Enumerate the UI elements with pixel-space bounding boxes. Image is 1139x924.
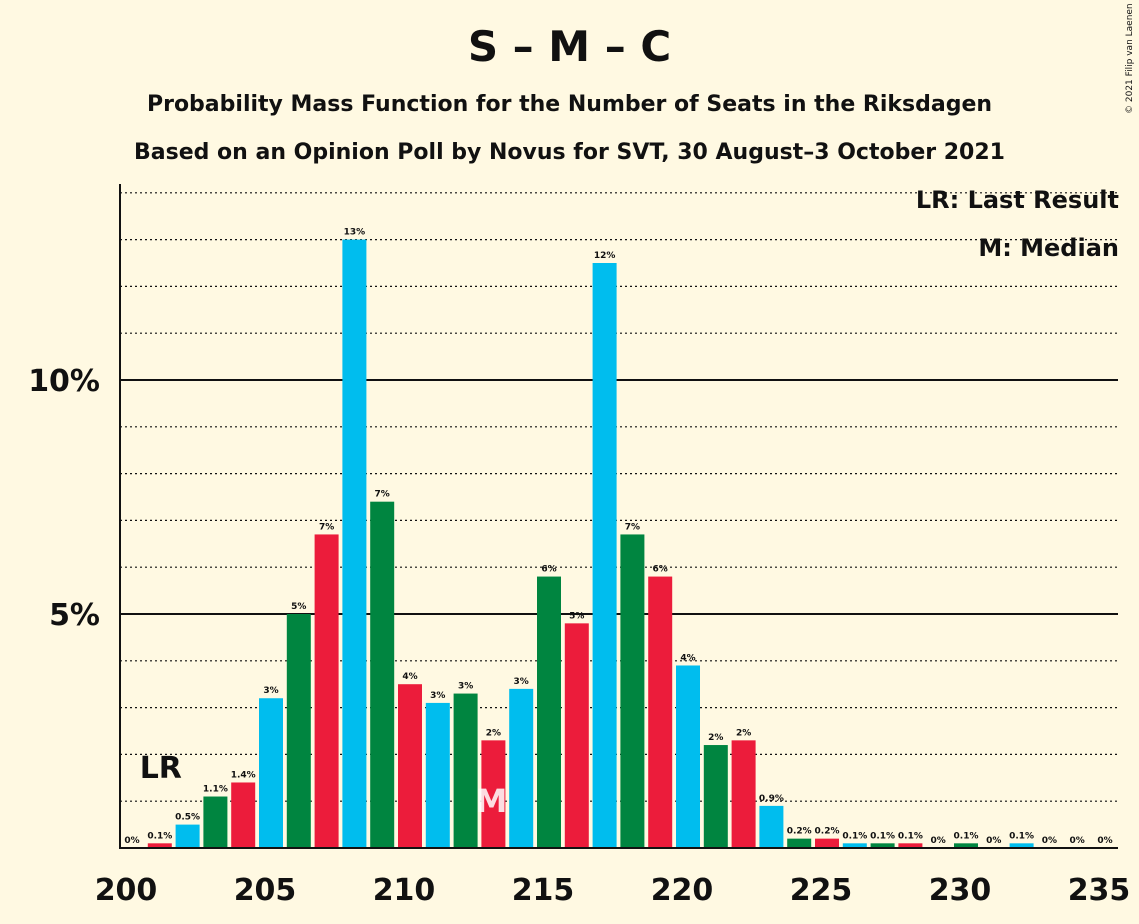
bar-label-seat-209: 7%	[375, 490, 390, 500]
legend-median: M: Median	[978, 234, 1119, 262]
bar-seat-226	[842, 843, 867, 848]
bar-label-seat-227: 0.1%	[870, 831, 895, 841]
bar-label-seat-212: 3%	[458, 682, 473, 692]
x-tick-200: 200	[95, 873, 158, 908]
bar-label-seat-216: 5%	[569, 611, 584, 621]
y-tick-10: 10%	[28, 364, 100, 399]
bar-seat-207	[314, 534, 339, 848]
last-result-marker: LR	[140, 751, 182, 786]
bar-seat-208	[342, 239, 367, 849]
chart-subtitle-2: Based on an Opinion Poll by Novus for SV…	[134, 140, 1005, 165]
bar-seat-213	[481, 740, 506, 848]
bar-label-seat-231: 0%	[986, 836, 1001, 846]
bar-label-seat-232: 0.1%	[1009, 831, 1034, 841]
x-tick-225: 225	[790, 873, 853, 908]
x-tick-210: 210	[373, 873, 436, 908]
grid-lines	[120, 192, 1118, 802]
bar-label-seat-222: 2%	[736, 728, 751, 738]
markers: LR M	[140, 751, 508, 820]
bar-seat-205	[259, 698, 283, 848]
bar-label-seat-235: 0%	[1097, 836, 1112, 846]
x-tick-220: 220	[651, 873, 714, 908]
median-marker: M	[475, 782, 507, 820]
bar-label-seat-220: 4%	[680, 653, 695, 663]
bar-label-seat-207: 7%	[319, 522, 334, 532]
x-tick-230: 230	[929, 873, 992, 908]
bar-label-seat-226: 0.1%	[842, 831, 867, 841]
bar-label-seat-208: 13%	[344, 228, 366, 238]
bar-label-seat-215: 6%	[541, 565, 556, 575]
bar-label-seat-225: 0.2%	[815, 827, 840, 837]
bar-seat-203	[203, 796, 228, 848]
bar-label-seat-234: 0%	[1070, 836, 1085, 846]
bar-seat-217	[592, 263, 617, 848]
bar-label-seat-206: 5%	[291, 602, 306, 612]
bar-seat-206	[286, 614, 311, 848]
bar-seat-222	[731, 740, 756, 848]
bar-label-seat-229: 0%	[931, 836, 946, 846]
bar-seat-210	[398, 684, 422, 848]
x-tick-205: 205	[234, 873, 297, 908]
bar-label-seat-204: 1.4%	[231, 770, 256, 780]
bar-label-seat-211: 3%	[430, 691, 445, 701]
bar-seat-221	[703, 745, 728, 848]
bar-label-seat-228: 0.1%	[898, 831, 923, 841]
bar-label-seat-219: 6%	[653, 565, 668, 575]
bars	[147, 239, 1034, 849]
axes: 200 205 210 215 220 225 230 235 5% 10%	[28, 184, 1130, 908]
bar-seat-227	[870, 843, 895, 848]
x-tick-215: 215	[512, 873, 575, 908]
legend-last-result: LR: Last Result	[915, 186, 1119, 214]
bar-seat-219	[648, 576, 673, 848]
bar-label-seat-205: 3%	[263, 686, 278, 696]
bar-seat-220	[676, 665, 700, 848]
bar-seat-223	[759, 805, 784, 848]
bar-label-seat-210: 4%	[402, 672, 417, 682]
bar-seat-201	[147, 843, 172, 848]
bar-seat-209	[370, 501, 395, 848]
chart-title: S – M – C	[467, 22, 672, 71]
bar-seat-224	[787, 838, 812, 848]
chart-subtitle-1: Probability Mass Function for the Number…	[146, 92, 993, 117]
bar-label-seat-221: 2%	[708, 733, 723, 743]
bar-value-labels: 0% 0.1%0.5%1.1%1.4%3%5%7%13%7%4%3%3%2%3%6…	[124, 228, 1112, 846]
bar-seat-216	[564, 623, 589, 848]
bar-seat-228	[898, 843, 923, 848]
bar-label-seat-233: 0%	[1042, 836, 1057, 846]
bar-seat-218	[620, 534, 645, 848]
bar-label-seat-213: 2%	[486, 728, 501, 738]
bar-seat-211	[425, 702, 450, 848]
bar-seat-202	[175, 824, 200, 848]
bar-label-seat-214: 3%	[514, 677, 529, 687]
bar-label-seat-201: 0.1%	[147, 831, 172, 841]
bar-label-seat-202: 0.5%	[175, 813, 200, 823]
bar-seat-214	[509, 688, 534, 848]
bar-seat-225	[815, 838, 839, 848]
bar-seat-230	[954, 843, 978, 848]
bar-label-seat-230: 0.1%	[954, 831, 979, 841]
bar-label-seat-223: 0.9%	[759, 794, 784, 804]
bar-label-seat-203: 1.1%	[203, 785, 228, 795]
y-tick-5: 5%	[49, 598, 100, 633]
bar-label-seat-200: 0%	[124, 836, 139, 846]
bar-label-seat-218: 7%	[625, 522, 640, 532]
bar-seat-204	[231, 782, 256, 848]
bar-seat-232	[1009, 843, 1034, 848]
bar-label-seat-217: 12%	[594, 251, 616, 261]
bar-label-seat-224: 0.2%	[787, 827, 812, 837]
bar-seat-212	[453, 693, 478, 848]
bar-seat-215	[537, 576, 561, 848]
x-tick-235: 235	[1068, 873, 1131, 908]
